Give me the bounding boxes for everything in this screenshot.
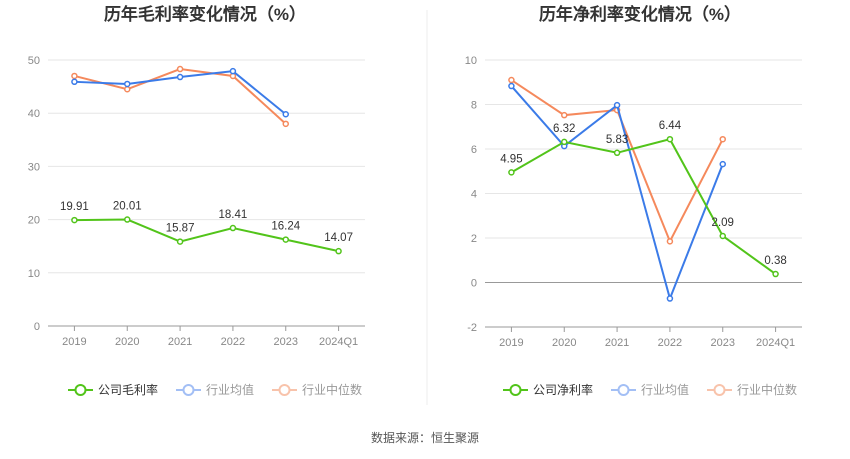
- data-point[interactable]: [71, 72, 78, 80]
- data-label: 6.44: [659, 120, 682, 132]
- x-tick-label: 2019: [499, 337, 523, 349]
- data-point[interactable]: [71, 78, 78, 86]
- data-point[interactable]: [176, 238, 184, 245]
- legend-item[interactable]: 公司净利率: [533, 382, 593, 397]
- data-point[interactable]: [176, 65, 184, 73]
- series-line: [74, 218, 339, 253]
- y-tick-label: 20: [28, 215, 40, 227]
- data-point[interactable]: [719, 232, 726, 240]
- data-point[interactable]: [666, 238, 674, 245]
- data-point[interactable]: [124, 86, 131, 93]
- x-tick-label: 2023: [711, 337, 735, 349]
- data-point[interactable]: [666, 135, 674, 143]
- y-tick-label: 40: [28, 108, 40, 120]
- data-label: 4.95: [500, 153, 522, 165]
- y-tick-label: 10: [28, 268, 40, 280]
- data-point[interactable]: [508, 169, 515, 176]
- x-tick-label: 2021: [168, 336, 192, 348]
- y-tick-label: 0: [34, 321, 40, 333]
- legend-item[interactable]: 公司毛利率: [98, 382, 158, 397]
- data-point[interactable]: [508, 76, 515, 84]
- y-tick-label: 2: [471, 233, 477, 245]
- x-tick-label: 2023: [274, 336, 298, 348]
- x-tick-label: 2021: [605, 337, 629, 349]
- data-point[interactable]: [666, 295, 674, 302]
- x-tick-label: 2024Q1: [319, 336, 358, 348]
- data-point[interactable]: [561, 111, 568, 119]
- data-label: 20.01: [113, 201, 142, 213]
- data-point[interactable]: [719, 135, 726, 143]
- y-tick-label: 4: [471, 189, 477, 201]
- data-point[interactable]: [229, 224, 237, 232]
- legend-item[interactable]: 行业中位数: [737, 382, 797, 397]
- data-label: 6.32: [553, 123, 575, 135]
- data-label: 2.09: [712, 217, 734, 229]
- data-label: 0.38: [764, 255, 786, 267]
- data-point[interactable]: [282, 111, 289, 118]
- x-tick-label: 2020: [115, 336, 139, 348]
- data-point[interactable]: [229, 67, 237, 75]
- data-point[interactable]: [613, 149, 621, 157]
- source-note: 数据来源：恒生聚源: [371, 430, 479, 445]
- y-tick-label: 30: [28, 161, 40, 173]
- legend-marker-dot: [509, 384, 522, 396]
- data-point[interactable]: [124, 80, 131, 88]
- y-tick-label: 50: [28, 55, 40, 67]
- data-point[interactable]: [176, 73, 184, 81]
- chart-title: 历年净利率变化情况（%）: [539, 4, 741, 24]
- data-label: 15.87: [166, 223, 195, 235]
- y-tick-label: 6: [471, 144, 477, 156]
- data-point[interactable]: [71, 216, 78, 224]
- y-tick-label: 10: [465, 55, 477, 67]
- data-point[interactable]: [561, 138, 568, 146]
- x-tick-label: 2020: [552, 337, 576, 349]
- x-tick-label: 2022: [658, 337, 682, 349]
- data-label: 14.07: [324, 232, 353, 244]
- legend-item[interactable]: 行业均值: [641, 382, 689, 397]
- data-label: 16.24: [271, 221, 300, 233]
- data-point[interactable]: [719, 160, 726, 168]
- data-point[interactable]: [282, 120, 289, 128]
- data-label: 18.41: [219, 209, 248, 221]
- legend-marker-dot: [617, 384, 630, 396]
- data-point[interactable]: [282, 236, 289, 243]
- x-tick-label: 2019: [62, 336, 86, 348]
- series-line: [510, 138, 777, 275]
- legend-marker-dot: [182, 384, 195, 396]
- legend-item[interactable]: 行业均值: [206, 382, 254, 397]
- x-tick-label: 2022: [221, 336, 245, 348]
- data-point[interactable]: [772, 270, 779, 278]
- legend-marker-dot: [278, 384, 291, 396]
- data-label: 19.91: [60, 201, 89, 213]
- x-tick-label: 2024Q1: [756, 337, 795, 349]
- y-tick-label: 8: [471, 100, 477, 112]
- chart-title: 历年毛利率变化情况（%）: [104, 4, 306, 24]
- data-point[interactable]: [335, 247, 342, 255]
- data-point[interactable]: [508, 82, 515, 90]
- legend-item[interactable]: 行业中位数: [302, 382, 362, 397]
- series-line: [510, 85, 724, 302]
- data-point[interactable]: [124, 216, 131, 223]
- y-tick-label: 0: [471, 278, 477, 290]
- data-label: 5.83: [606, 134, 628, 146]
- legend-marker-dot: [74, 384, 87, 396]
- legend-marker-dot: [713, 384, 726, 396]
- data-point[interactable]: [613, 101, 621, 109]
- y-tick-label: -2: [467, 322, 477, 334]
